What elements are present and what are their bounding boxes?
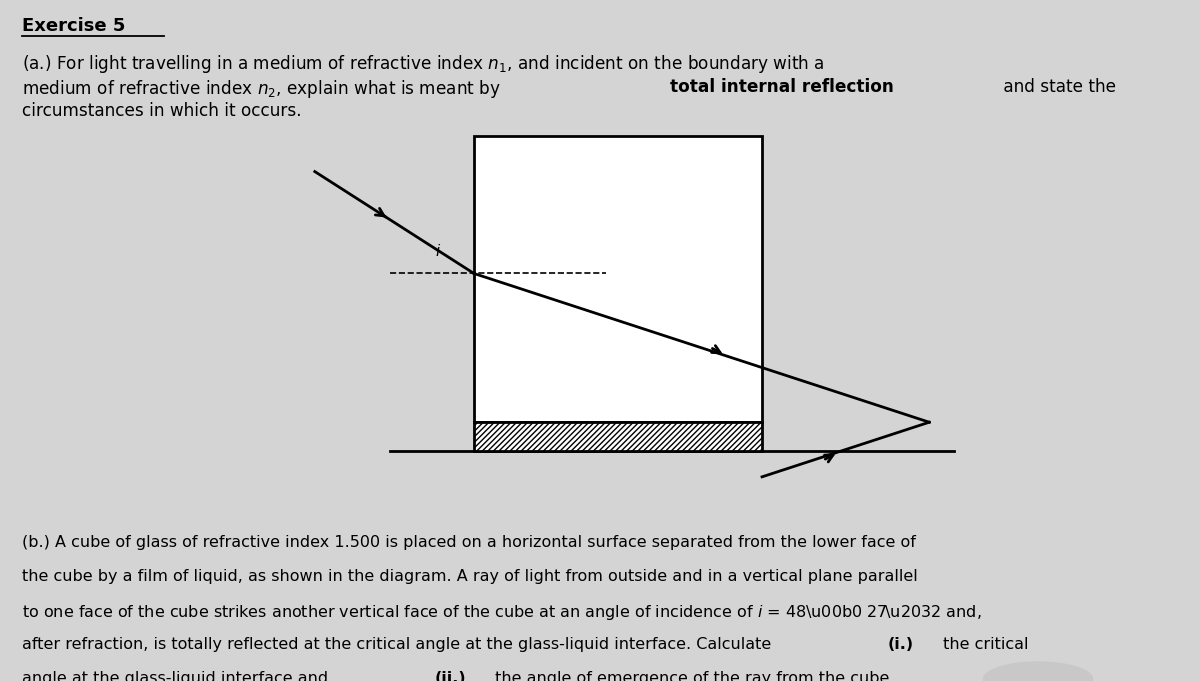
Text: $i$: $i$ xyxy=(434,242,442,259)
Ellipse shape xyxy=(983,661,1093,681)
Bar xyxy=(474,422,762,451)
Text: after refraction, is totally reflected at the critical angle at the glass-liquid: after refraction, is totally reflected a… xyxy=(22,637,776,652)
Text: (b.) A cube of glass of refractive index 1.500 is placed on a horizontal surface: (b.) A cube of glass of refractive index… xyxy=(22,535,916,550)
Text: (ii.): (ii.) xyxy=(434,671,466,681)
Text: (a.) For light travelling in a medium of refractive index $n_1$, and incident on: (a.) For light travelling in a medium of… xyxy=(22,53,824,75)
Text: (i.): (i.) xyxy=(888,637,914,652)
Text: the critical: the critical xyxy=(938,637,1028,652)
Text: total internal reflection: total internal reflection xyxy=(670,78,894,95)
Text: the cube by a film of liquid, as shown in the diagram. A ray of light from outsi: the cube by a film of liquid, as shown i… xyxy=(22,569,917,584)
Text: medium of refractive index $n_2$, explain what is meant by: medium of refractive index $n_2$, explai… xyxy=(22,78,502,99)
Text: angle at the glass-liquid interface and: angle at the glass-liquid interface and xyxy=(22,671,332,681)
Text: the angle of emergence of the ray from the cube.: the angle of emergence of the ray from t… xyxy=(490,671,894,681)
Text: and state the: and state the xyxy=(998,78,1116,95)
Text: circumstances in which it occurs.: circumstances in which it occurs. xyxy=(22,102,301,120)
Text: to one face of the cube strikes another vertical face of the cube at an angle of: to one face of the cube strikes another … xyxy=(22,603,982,622)
Bar xyxy=(474,136,762,422)
Text: Exercise 5: Exercise 5 xyxy=(22,17,125,35)
